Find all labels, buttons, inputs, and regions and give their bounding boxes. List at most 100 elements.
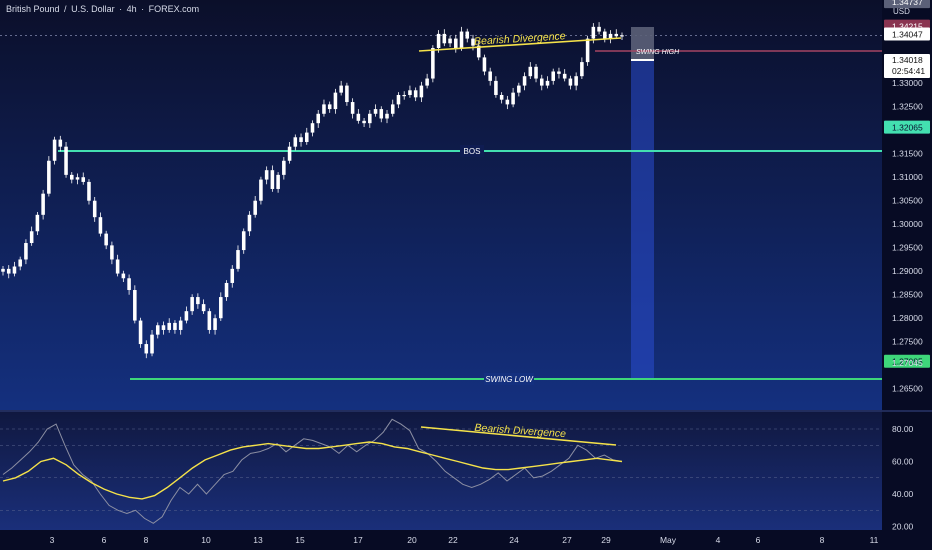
candle-body[interactable] [345,86,349,102]
candle-body[interactable] [59,140,63,147]
candle-body[interactable] [465,32,469,39]
candle-body[interactable] [253,201,257,215]
candle-body[interactable] [104,234,108,246]
candle-body[interactable] [368,114,372,123]
candle-body[interactable] [460,32,464,48]
candle-body[interactable] [265,170,269,179]
candle-body[interactable] [248,215,252,231]
candle-body[interactable] [127,278,131,290]
candle-body[interactable] [230,269,234,283]
candle-body[interactable] [110,245,114,259]
candle-body[interactable] [362,121,366,123]
candle-body[interactable] [30,231,34,243]
candle-body[interactable] [391,104,395,113]
candle-body[interactable] [574,76,578,85]
candle-body[interactable] [402,95,406,96]
candle-body[interactable] [213,318,217,330]
candle-body[interactable] [282,161,286,175]
candle-body[interactable] [64,147,68,175]
candle-body[interactable] [322,104,326,113]
candle-body[interactable] [24,243,28,259]
candle-body[interactable] [316,114,320,123]
candle-body[interactable] [173,323,177,330]
candle-body[interactable] [202,304,206,311]
candle-body[interactable] [420,86,424,98]
candle-body[interactable] [305,133,309,142]
candle-body[interactable] [236,250,240,269]
candle-body[interactable] [18,259,22,266]
candle-body[interactable] [494,81,498,95]
candle-body[interactable] [288,147,292,161]
candle-body[interactable] [271,170,275,189]
candle-body[interactable] [81,177,85,182]
candle-body[interactable] [448,39,452,44]
candle-body[interactable] [557,71,561,73]
candle-body[interactable] [569,79,573,86]
candle-body[interactable] [167,323,171,330]
candle-body[interactable] [397,95,401,104]
candle-body[interactable] [190,297,194,311]
candle-body[interactable] [122,274,126,279]
candle-body[interactable] [276,175,280,189]
candle-body[interactable] [523,76,527,85]
candle-body[interactable] [540,79,544,86]
candle-body[interactable] [546,81,550,86]
candle-body[interactable] [47,161,51,194]
candle-body[interactable] [414,90,418,97]
candle-body[interactable] [53,140,57,161]
candle-body[interactable] [133,290,137,321]
candle-body[interactable] [339,86,343,93]
candle-body[interactable] [156,325,160,334]
candle-body[interactable] [500,95,504,100]
candle-body[interactable] [150,335,154,354]
candle-body[interactable] [534,67,538,79]
candle-body[interactable] [145,344,149,353]
candle-body[interactable] [208,311,212,330]
candle-body[interactable] [603,32,607,39]
candle-body[interactable] [380,109,384,118]
candle-body[interactable] [185,311,189,320]
candle-body[interactable] [36,215,40,231]
candle-body[interactable] [351,102,355,114]
candle-body[interactable] [592,27,596,39]
candle-body[interactable] [219,297,223,318]
candle-body[interactable] [93,201,97,217]
candle-body[interactable] [586,39,590,62]
candle-body[interactable] [139,321,143,344]
candle-body[interactable] [299,137,303,142]
candle-body[interactable] [76,177,80,179]
candle-body[interactable] [385,114,389,119]
candle-body[interactable] [328,104,332,109]
candle-body[interactable] [162,325,166,330]
candle-body[interactable] [70,175,74,180]
candle-body[interactable] [334,93,338,109]
candle-body[interactable] [7,269,11,274]
candle-body[interactable] [511,93,515,105]
candle-body[interactable] [431,48,435,79]
candle-body[interactable] [614,34,618,36]
candle-body[interactable] [242,231,246,250]
candle-body[interactable] [454,39,458,48]
candle-body[interactable] [116,259,120,273]
candle-body[interactable] [437,34,441,48]
candle-body[interactable] [506,100,510,105]
candle-body[interactable] [259,180,263,201]
candle-body[interactable] [41,194,45,215]
candle-body[interactable] [311,123,315,132]
candle-body[interactable] [620,35,624,36]
candle-body[interactable] [551,71,555,80]
candle-body[interactable] [13,267,17,274]
candle-body[interactable] [580,62,584,76]
candle-body[interactable] [374,109,378,114]
candle-body[interactable] [408,90,412,95]
candle-body[interactable] [529,67,533,76]
candle-body[interactable] [488,71,492,80]
candle-body[interactable] [99,217,103,233]
candle-body[interactable] [483,57,487,71]
candle-body[interactable] [357,114,361,121]
candle-body[interactable] [225,283,229,297]
candle-body[interactable] [517,86,521,93]
candle-body[interactable] [1,269,5,272]
candle-body[interactable] [87,182,91,201]
candle-body[interactable] [597,27,601,32]
